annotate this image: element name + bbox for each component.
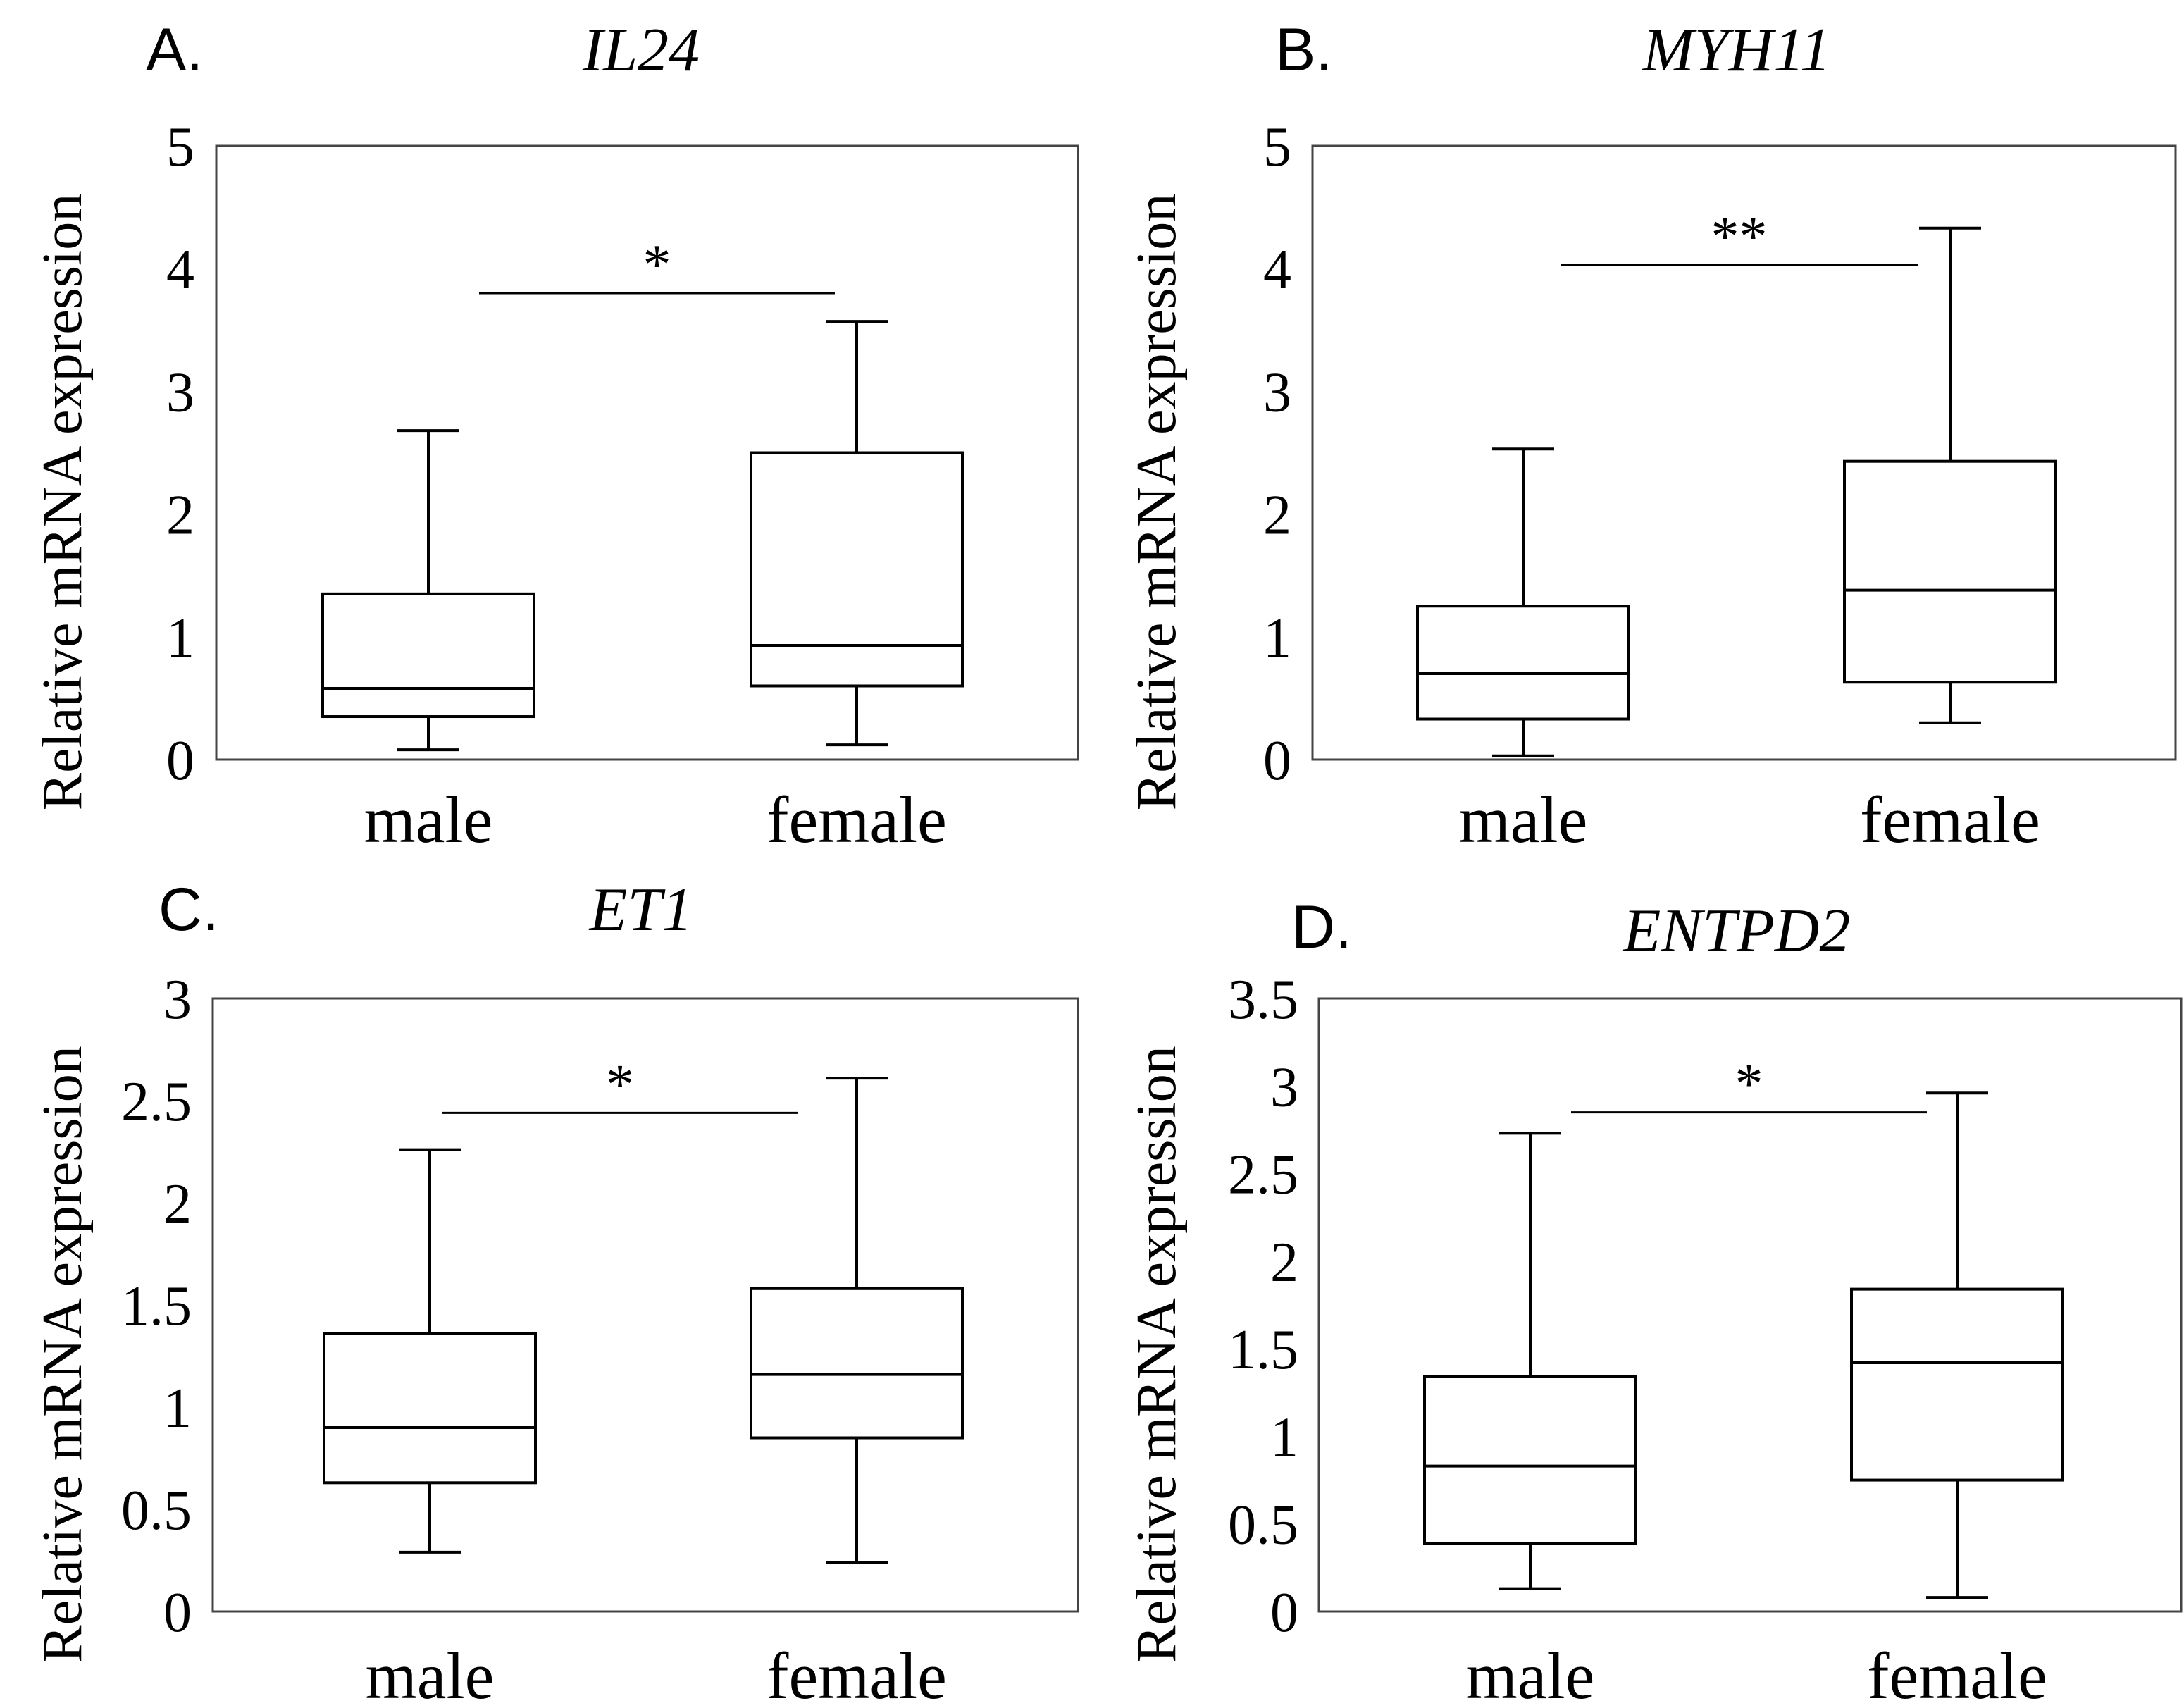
x-category-label: female xyxy=(1867,1640,2047,1708)
x-category-label: female xyxy=(1860,784,2040,857)
panel-label: B. xyxy=(1275,16,1332,84)
y-tick-label: 0.5 xyxy=(1228,1494,1298,1557)
y-tick-label: 3 xyxy=(1270,1056,1298,1118)
chart-panel-il24: A. IL24 Relative mRNA expression 0 1 2 3 4 5 male… xyxy=(32,16,1079,857)
y-axis-label: Relative mRNA expression xyxy=(1126,1046,1188,1662)
iqr-box xyxy=(1843,459,2057,684)
panel-label: C. xyxy=(159,876,219,943)
y-tick-label: 0 xyxy=(166,730,194,792)
box-male xyxy=(323,1148,537,1554)
y-tick-label: 4 xyxy=(1263,239,1291,301)
y-tick-label: 2.5 xyxy=(121,1071,192,1133)
box-female xyxy=(1843,226,2057,724)
panel-label: A. xyxy=(146,16,203,84)
significance-marker: * xyxy=(643,234,671,296)
plot-frame xyxy=(1311,144,2177,761)
x-category-label: male xyxy=(364,784,493,857)
box-female xyxy=(750,320,964,747)
x-category-label: female xyxy=(767,784,947,857)
y-tick-label: 2 xyxy=(1270,1232,1298,1294)
y-tick-label: 3.5 xyxy=(1228,969,1298,1031)
y-tick-label: 0 xyxy=(163,1582,192,1644)
chart-panel-myh11: B. MYH11 Relative mRNA expression 0 1 2 3 4 5 mal… xyxy=(1126,16,2177,857)
y-tick-label: 5 xyxy=(166,116,194,178)
significance-marker: * xyxy=(1735,1053,1763,1115)
y-tick-label: 2 xyxy=(166,485,194,547)
iqr-box xyxy=(321,592,535,719)
iqr-box xyxy=(1850,1287,2064,1482)
y-tick-label: 1 xyxy=(166,607,194,669)
chart-panel-et1: C. ET1 Relative mRNA expression 0 0.5 1 1.5 2 2.… xyxy=(32,876,1079,1708)
y-axis-label: Relative mRNA expression xyxy=(32,194,94,810)
iqr-box xyxy=(750,1287,964,1440)
y-tick-label: 3 xyxy=(166,361,194,423)
y-tick-label: 3 xyxy=(163,969,192,1031)
iqr-box xyxy=(1423,1375,1637,1545)
y-tick-label: 0 xyxy=(1263,730,1291,792)
chart-title: MYH11 xyxy=(1641,16,1830,85)
y-tick-label: 3 xyxy=(1263,361,1291,423)
iqr-box xyxy=(323,1332,537,1485)
x-category-label: male xyxy=(1459,784,1588,857)
plot-frame xyxy=(1317,997,2183,1613)
y-tick-label: 1.5 xyxy=(121,1275,192,1337)
chart-title: ENTPD2 xyxy=(1622,897,1851,965)
y-tick-label: 0.5 xyxy=(121,1480,192,1542)
y-tick-label: 5 xyxy=(1263,116,1291,178)
y-tick-label: 1 xyxy=(1263,607,1291,669)
x-category-label: male xyxy=(1466,1640,1595,1708)
box-male xyxy=(1416,447,1630,757)
chart-panel-entpd2: D. ENTPD2 Relative mRNA expression 0 0.5 1 1.5… xyxy=(1126,893,2183,1708)
plot-frame xyxy=(215,144,1079,761)
box-female xyxy=(1850,1091,2064,1599)
chart-title: IL24 xyxy=(582,16,700,85)
box-male xyxy=(321,429,535,752)
y-axis-label: Relative mRNA expression xyxy=(32,1046,94,1662)
chart-title: ET1 xyxy=(588,876,693,944)
y-tick-label: 1.5 xyxy=(1228,1319,1298,1381)
y-tick-label: 2.5 xyxy=(1228,1144,1298,1206)
y-tick-label: 0 xyxy=(1270,1582,1298,1644)
iqr-box xyxy=(750,451,964,688)
x-category-label: female xyxy=(767,1640,947,1708)
y-axis-label: Relative mRNA expression xyxy=(1126,194,1188,810)
iqr-box xyxy=(1416,605,1630,721)
y-tick-label: 4 xyxy=(166,239,194,301)
y-tick-label: 2 xyxy=(1263,485,1291,547)
box-male xyxy=(1423,1132,1637,1590)
panel-label: D. xyxy=(1291,893,1352,961)
y-tick-label: 1 xyxy=(163,1378,192,1440)
plot-frame xyxy=(211,997,1079,1613)
x-category-label: male xyxy=(366,1640,495,1708)
y-tick-label: 2 xyxy=(163,1173,192,1235)
y-tick-label: 1 xyxy=(1270,1406,1298,1468)
significance-marker: * xyxy=(606,1053,634,1115)
box-female xyxy=(750,1077,964,1564)
significance-marker: ** xyxy=(1711,206,1768,268)
